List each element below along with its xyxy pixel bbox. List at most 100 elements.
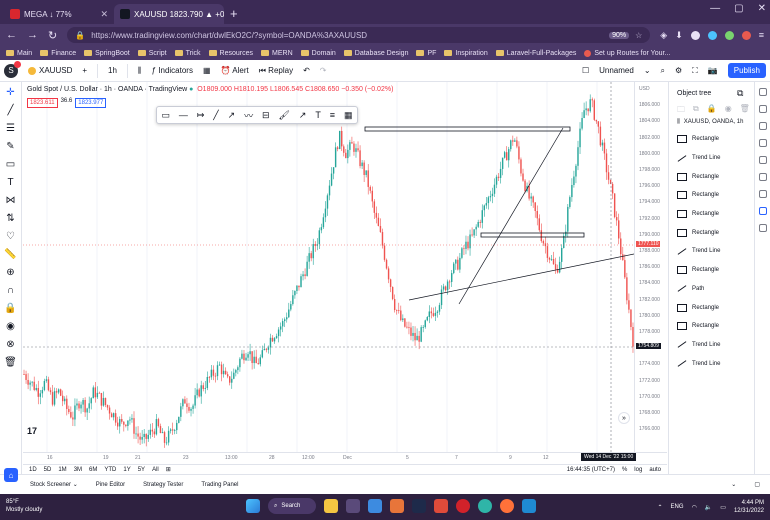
tab-strategy-tester[interactable]: Strategy Tester bbox=[143, 481, 184, 488]
lock-icon[interactable]: 🔒 bbox=[706, 104, 717, 113]
bookmark-item[interactable]: Script bbox=[137, 50, 167, 57]
drawing-trend-line[interactable] bbox=[408, 253, 634, 301]
crosshair-icon[interactable]: ✛ bbox=[6, 86, 15, 98]
battery-icon[interactable]: ▭ bbox=[720, 504, 726, 511]
tab-pine-editor[interactable]: Pine Editor bbox=[95, 481, 126, 488]
auto-toggle[interactable]: auto bbox=[649, 466, 661, 473]
percent-toggle[interactable]: % bbox=[621, 466, 628, 473]
zoom-in-icon[interactable]: ⊕ bbox=[6, 266, 15, 278]
timeframe-button[interactable]: 1Y bbox=[123, 466, 131, 473]
object-tree-item[interactable]: Trend Line bbox=[677, 149, 753, 168]
object-tree-item[interactable]: Rectangle bbox=[677, 205, 753, 224]
publish-button[interactable]: Publish bbox=[727, 63, 766, 78]
taskbar-search[interactable]: ⌕ Search bbox=[268, 498, 316, 514]
object-tree-item[interactable]: Rectangle bbox=[677, 167, 753, 186]
taskbar-clock[interactable]: 4:44 PM 12/31/2022 bbox=[734, 499, 764, 515]
zigzag-icon[interactable]: 〰 bbox=[244, 110, 254, 121]
extension-icon[interactable] bbox=[741, 30, 751, 40]
news-icon[interactable] bbox=[758, 122, 767, 130]
grid-icon[interactable]: ▦ bbox=[343, 109, 353, 120]
alerts-icon[interactable] bbox=[758, 105, 767, 113]
layout-dropdown-icon[interactable]: ⌄ bbox=[643, 66, 651, 75]
reload-icon[interactable]: ↻ bbox=[48, 29, 58, 42]
brush-icon[interactable]: ✎ bbox=[6, 140, 15, 152]
indicators-button[interactable]: ƒ Indicators bbox=[151, 66, 193, 75]
language-indicator[interactable]: ENG bbox=[670, 504, 684, 510]
object-tree-item[interactable]: Trend Line bbox=[677, 336, 753, 355]
bookmark-item[interactable]: MERN bbox=[261, 50, 293, 57]
object-tree-options-icon[interactable]: ⧉ bbox=[737, 88, 744, 98]
object-tree-item[interactable]: Rectangle bbox=[677, 298, 753, 317]
date-range-icon[interactable]: ⊞ bbox=[165, 467, 171, 473]
bookmark-item[interactable]: Inspiration bbox=[444, 50, 488, 57]
interval-button[interactable]: 1h bbox=[108, 66, 117, 75]
sell-price[interactable]: 1823.611 bbox=[27, 98, 58, 108]
redo-icon[interactable]: ↷ bbox=[319, 66, 327, 75]
back-icon[interactable]: ← bbox=[6, 29, 17, 41]
templates-icon[interactable]: ▦ bbox=[202, 66, 211, 75]
browser-tab-mega[interactable]: MEGA ↓ 77% ✕ bbox=[4, 4, 114, 24]
object-tree-item[interactable]: Rectangle bbox=[677, 223, 753, 242]
timeframe-button[interactable]: 3M bbox=[73, 466, 83, 473]
chat-icon[interactable] bbox=[758, 173, 767, 181]
bookmark-item[interactable]: Domain bbox=[300, 50, 336, 57]
object-tree-item[interactable]: Rectangle bbox=[677, 317, 753, 336]
prediction-icon[interactable]: ⇅ bbox=[6, 212, 15, 224]
magnet-icon[interactable]: ∩ bbox=[6, 284, 15, 296]
object-tree-item[interactable]: Path bbox=[677, 280, 753, 299]
bookmark-item[interactable]: Database Design bbox=[343, 50, 408, 57]
brush-icon[interactable]: 🖌 bbox=[278, 109, 290, 120]
tab-trading-panel[interactable]: Trading Panel bbox=[201, 481, 239, 488]
copy-icon[interactable]: ⧉ bbox=[693, 104, 699, 113]
ruler-icon[interactable]: 📏 bbox=[4, 248, 17, 260]
path-icon[interactable]: ↗ bbox=[227, 109, 236, 120]
terminal-icon[interactable] bbox=[412, 499, 426, 513]
extension-icon[interactable] bbox=[724, 30, 734, 40]
rect-style-icon[interactable]: ▭ bbox=[161, 109, 170, 120]
link-icon[interactable]: ⊗ bbox=[6, 338, 15, 350]
url-field[interactable]: 🔒 https://www.tradingview.com/chart/dwlE… bbox=[67, 27, 651, 43]
app-icon[interactable] bbox=[434, 499, 448, 513]
timeframe-button[interactable]: YTD bbox=[104, 466, 117, 473]
trend-line-icon[interactable]: ╱ bbox=[213, 109, 219, 120]
layout-checkbox-icon[interactable]: ☐ bbox=[581, 66, 590, 75]
price-plot[interactable]: 17 bbox=[23, 82, 634, 452]
maximize-panel-icon[interactable]: ▢ bbox=[754, 482, 760, 488]
pocket-icon[interactable]: ◈ bbox=[660, 29, 668, 40]
arrow-icon[interactable]: ↗ bbox=[298, 109, 307, 120]
timeframe-button[interactable]: 1M bbox=[58, 466, 67, 473]
firefox-icon[interactable] bbox=[500, 499, 514, 513]
channel-icon[interactable]: ⊟ bbox=[262, 109, 270, 120]
object-tree-item[interactable]: Rectangle bbox=[677, 130, 753, 149]
tab-stock-screener[interactable]: Stock Screener ⌄ bbox=[30, 482, 78, 488]
minimize-icon[interactable]: — bbox=[710, 3, 721, 14]
bookmark-item[interactable]: Resources bbox=[208, 50, 253, 57]
close-tab-icon[interactable]: ✕ bbox=[100, 8, 108, 19]
forward-icon[interactable]: → bbox=[27, 29, 38, 41]
object-tree-item[interactable]: Rectangle bbox=[677, 186, 753, 205]
chart-pane[interactable]: 17 Gold Spot / U.S. Dollar · 1h · OANDA … bbox=[23, 82, 667, 452]
menu-icon[interactable]: ≡ bbox=[758, 30, 764, 40]
bookmark-item[interactable]: Trick bbox=[174, 50, 201, 57]
object-tree-item[interactable]: Rectangle bbox=[677, 261, 753, 280]
trash-icon[interactable]: 🗑 bbox=[4, 356, 17, 368]
tray-chevron-icon[interactable]: ⌃ bbox=[657, 504, 663, 511]
line-style-icon[interactable]: ↦ bbox=[196, 109, 205, 120]
layout-name-button[interactable]: Unnamed bbox=[599, 66, 634, 75]
vscode-icon[interactable] bbox=[522, 499, 536, 513]
weather-widget[interactable]: 85°F Mostly cloudy bbox=[6, 498, 42, 514]
volume-icon[interactable]: 🔈 bbox=[704, 504, 713, 511]
camera-icon[interactable]: 📷 bbox=[707, 66, 718, 75]
folder-icon[interactable]: 🗀 bbox=[677, 105, 685, 114]
calendar-icon[interactable] bbox=[758, 156, 767, 164]
drawing-rectangle[interactable] bbox=[364, 126, 571, 132]
bookmark-item[interactable]: PF bbox=[416, 50, 436, 57]
new-tab-icon[interactable]: + bbox=[230, 6, 238, 21]
app-icon[interactable] bbox=[368, 499, 382, 513]
bookmark-item[interactable]: Laravel-Full-Packages bbox=[495, 50, 576, 57]
file-explorer-icon[interactable] bbox=[324, 499, 338, 513]
browser-tab-tradingview[interactable]: XAUUSD 1823.790 ▲ +0.49% U... ✕ bbox=[114, 4, 224, 24]
price-axis[interactable]: USD 1806.000 1804.000 1802.000 1800.000 1798.… bbox=[634, 82, 667, 452]
objects-icon[interactable] bbox=[758, 207, 767, 215]
heart-icon[interactable]: ♡ bbox=[6, 230, 15, 242]
